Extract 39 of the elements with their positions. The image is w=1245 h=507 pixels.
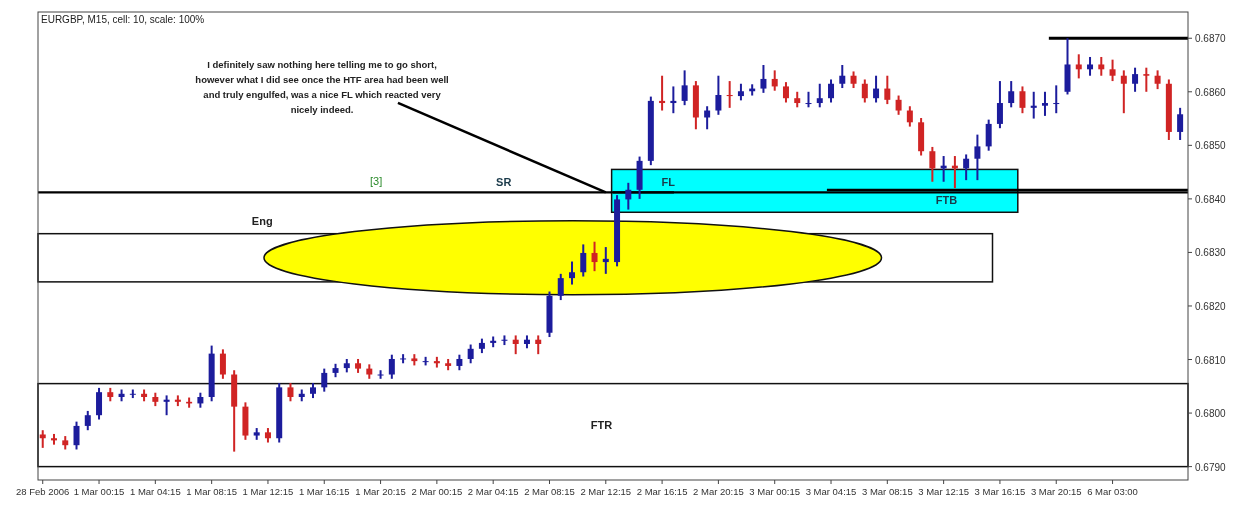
ref-line-label: SR	[496, 176, 512, 189]
y-tick-label: 0.6820	[1195, 300, 1227, 312]
x-tick-label: 2 Mar 04:15	[467, 486, 519, 497]
x-tick-label: 3 Mar 16:15	[974, 486, 1026, 497]
x-tick-label: 2 Mar 12:15	[580, 486, 632, 497]
x-tick-label: 1 Mar 20:15	[355, 486, 406, 497]
x-tick-label: 3 Mar 04:15	[805, 486, 857, 497]
x-tick-label: 3 Mar 12:15	[918, 486, 969, 497]
x-tick-label: 28 Feb 2006	[16, 486, 70, 497]
x-tick-label: 3 Mar 20:15	[1030, 486, 1082, 497]
x-tick-label: 3 Mar 08:15	[861, 486, 913, 497]
y-tick-label: 0.6850	[1195, 140, 1227, 152]
ref-line-label: FTB	[935, 193, 958, 206]
y-tick-label: 0.6790	[1195, 461, 1227, 473]
candlestick	[377, 370, 384, 379]
band-label: Eng	[251, 214, 273, 227]
y-tick-label: 0.6860	[1195, 86, 1227, 98]
y-tick-label: 0.6810	[1195, 354, 1227, 366]
x-tick-label: 3 Mar 00:15	[749, 486, 801, 497]
annotation: [3]	[369, 175, 383, 188]
x-tick-label: 1 Mar 04:15	[129, 486, 181, 497]
y-tick-label: 0.6800	[1195, 408, 1227, 420]
x-tick-label: 2 Mar 08:15	[524, 486, 575, 497]
y-tick-label: 0.6870	[1195, 33, 1227, 45]
band-label: FTR	[590, 419, 613, 432]
x-tick-label: 1 Mar 12:15	[242, 486, 294, 497]
chart-title: EURGBP, M15, cell: 10, scale: 100%	[41, 14, 205, 25]
candlestick	[805, 91, 812, 108]
x-tick-label: 2 Mar 00:15	[411, 486, 463, 497]
x-tick-label: 1 Mar 08:15	[186, 486, 237, 497]
annotation: I definitely saw nothing here telling me to go short, however what I did see once the HTF area had been well and truly engulfed, was a nice FL which reacted very nicely indeed.	[195, 59, 449, 116]
x-tick-label: 2 Mar 16:15	[636, 486, 688, 497]
y-tick-label: 0.6840	[1195, 193, 1227, 205]
x-tick-label: 6 Mar 03:00	[1087, 486, 1138, 497]
ref-line-label: FL	[661, 176, 676, 189]
x-tick-label: 2 Mar 20:15	[693, 486, 744, 497]
y-tick-label: 0.6830	[1195, 247, 1227, 259]
x-tick-label: 1 Mar 16:15	[298, 486, 350, 497]
x-tick-label: 1 Mar 00:15	[73, 486, 125, 497]
